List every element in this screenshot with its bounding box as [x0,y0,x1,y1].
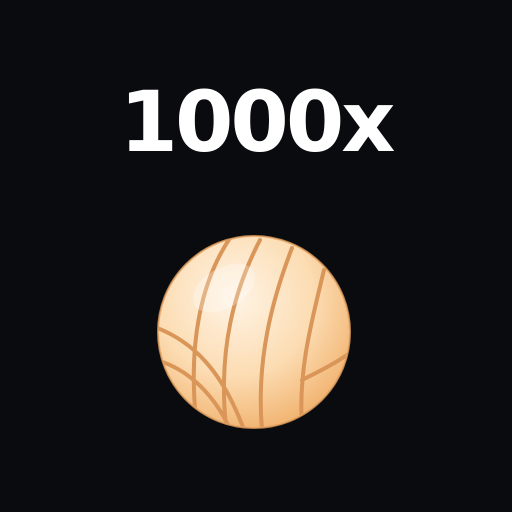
volleyball-icon[interactable] [152,230,356,434]
ball-seams [158,236,350,428]
multiplier-label: 1000x [119,73,396,171]
ball-container[interactable] [152,230,356,434]
